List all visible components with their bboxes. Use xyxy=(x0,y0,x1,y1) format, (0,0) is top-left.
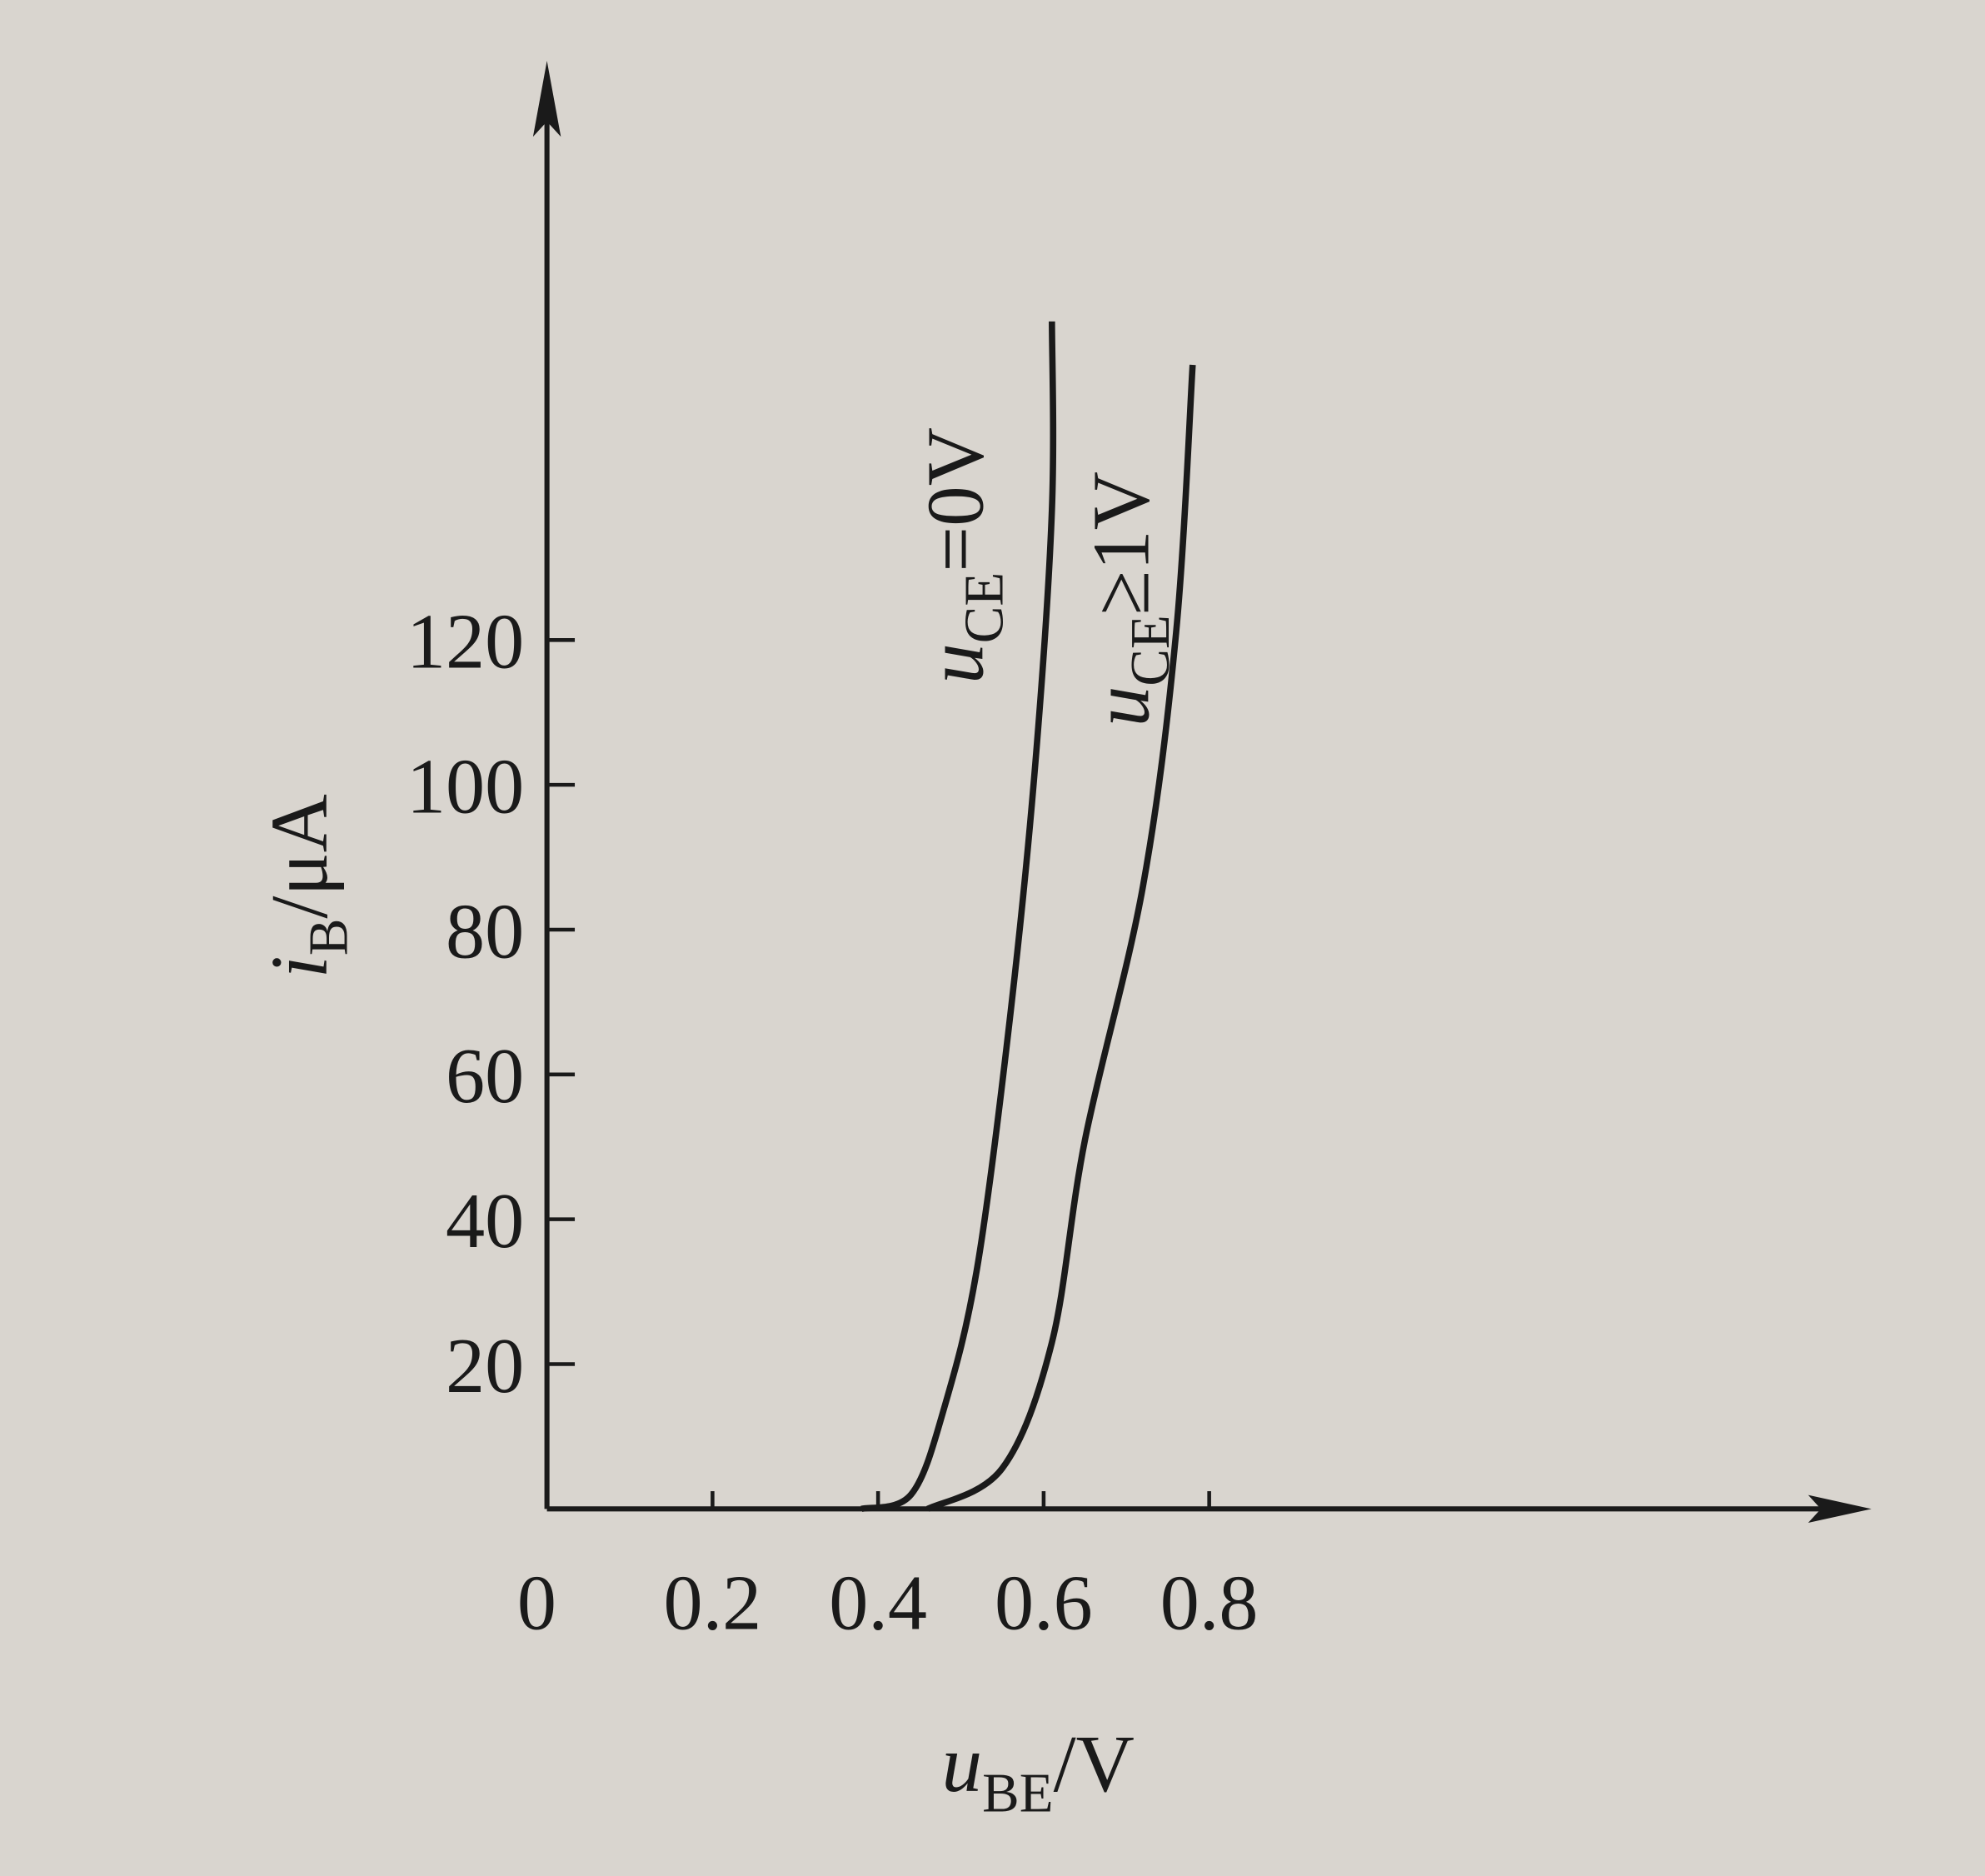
y-tick-label: 20 xyxy=(446,1323,524,1409)
y-tick-label: 80 xyxy=(446,888,524,975)
series-label: uCE=0V xyxy=(910,427,1015,684)
x-axis-label: uBE/V xyxy=(942,1719,1135,1824)
x-tick-label: 0.2 xyxy=(663,1560,761,1647)
y-axis-label-part: /μA xyxy=(255,794,345,918)
series-label-part: ≥1V xyxy=(1077,471,1167,615)
x-axis-arrow xyxy=(1808,1494,1872,1524)
series-label-part: u xyxy=(910,643,1000,684)
y-axis-label-part: B xyxy=(298,919,360,956)
x-axis-label-part: u xyxy=(942,1719,983,1809)
series-line xyxy=(925,364,1196,1512)
x-axis-label-part: BE xyxy=(982,1763,1053,1824)
series-label-part: CE xyxy=(954,572,1015,643)
x-tick-label: 0.6 xyxy=(995,1560,1093,1647)
y-tick-label: 100 xyxy=(406,744,524,831)
x-axis-label-part: /V xyxy=(1054,1719,1135,1809)
series-label-part: u xyxy=(1077,686,1167,727)
y-axis-arrow xyxy=(532,60,561,137)
x-tick-label: 0 xyxy=(517,1560,556,1647)
plot-area: 0 0.2 0.4 0.6 0.820406080100120uBE/ViB/μAuCE… xyxy=(255,60,1872,1824)
series-label-part: =0V xyxy=(910,427,1000,572)
y-tick-label: 40 xyxy=(446,1178,524,1265)
y-tick-label: 60 xyxy=(446,1033,524,1120)
series-line xyxy=(860,321,1057,1513)
x-tick-label: 0.8 xyxy=(1160,1560,1259,1647)
y-axis-label-part: i xyxy=(255,955,345,978)
x-tick-label: 0.4 xyxy=(829,1560,927,1647)
y-tick-label: 120 xyxy=(406,599,524,686)
series-label: uCE≥1V xyxy=(1077,471,1181,726)
y-axis-label: iB/μA xyxy=(255,794,359,978)
series-label-part: CE xyxy=(1120,615,1181,686)
